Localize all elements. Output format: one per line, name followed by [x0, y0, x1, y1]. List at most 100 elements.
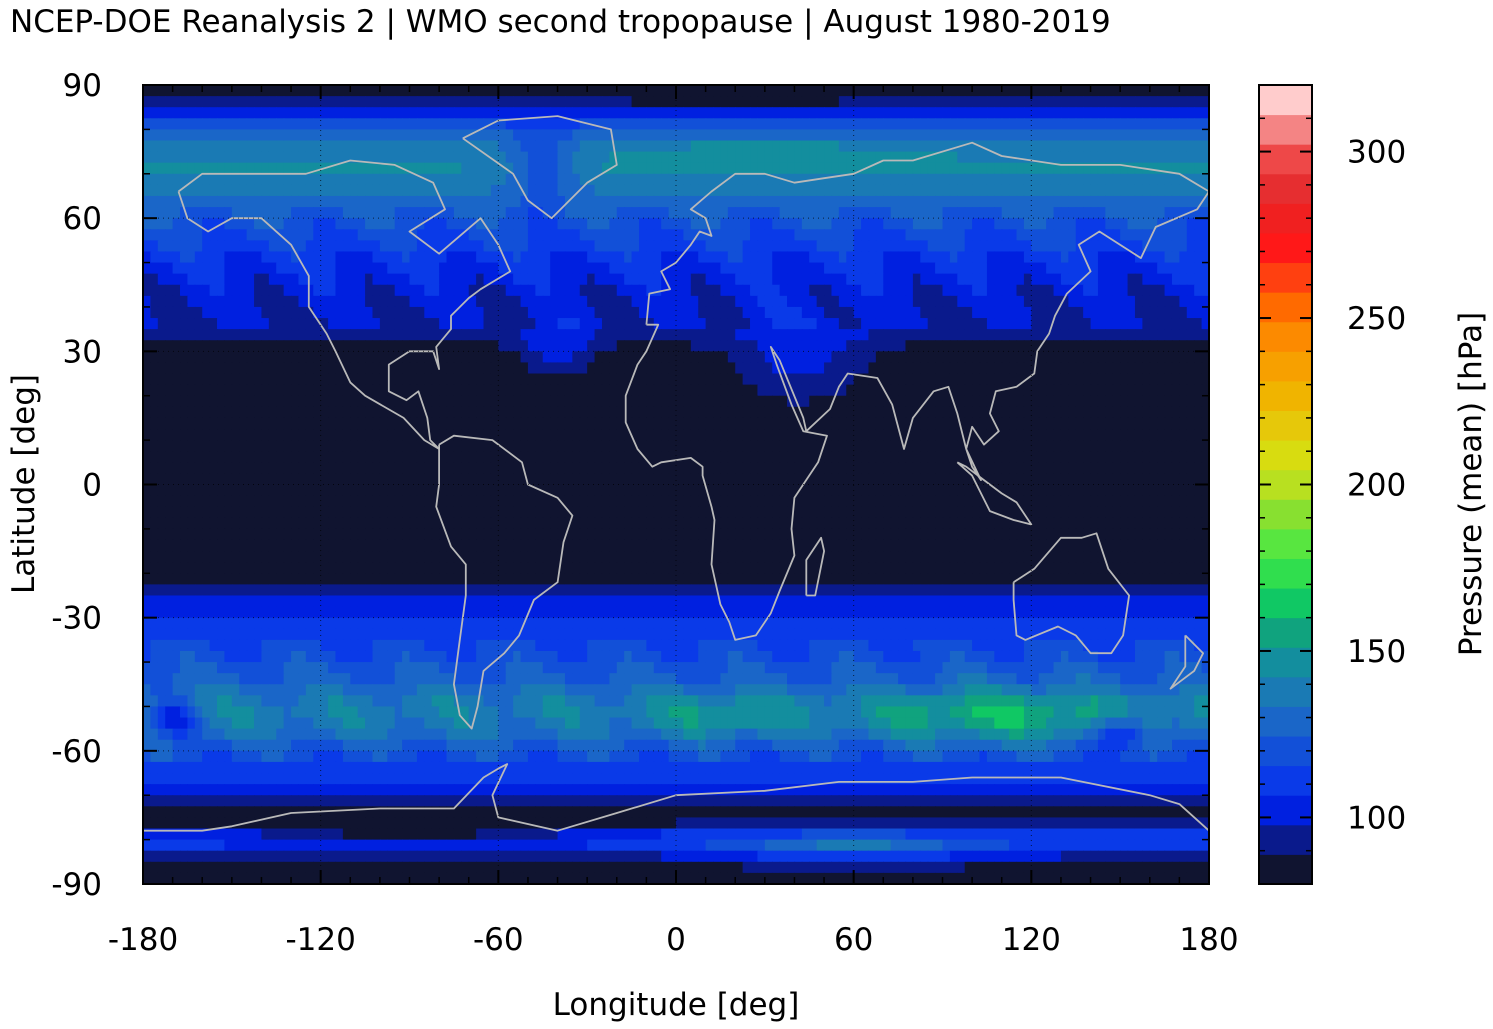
- heatmap-cell: [949, 162, 958, 175]
- heatmap-cell: [1075, 373, 1084, 386]
- heatmap-cell: [157, 373, 166, 386]
- heatmap-cell: [1142, 262, 1151, 275]
- heatmap-cell: [1009, 118, 1018, 130]
- heatmap-cell: [416, 284, 425, 297]
- heatmap-cell: [461, 262, 470, 275]
- heatmap-cell: [550, 229, 559, 241]
- heatmap-cell: [1075, 362, 1084, 375]
- heatmap-cell: [750, 218, 759, 230]
- heatmap-cell: [986, 351, 995, 364]
- heatmap-cell: [587, 140, 596, 153]
- heatmap-cell: [328, 96, 337, 108]
- heatmap-cell: [579, 440, 588, 452]
- heatmap-cell: [357, 218, 366, 230]
- heatmap-cell: [342, 96, 351, 108]
- heatmap-cell: [601, 195, 610, 208]
- heatmap-cell: [1053, 384, 1062, 397]
- heatmap-cell: [912, 251, 921, 264]
- heatmap-cell: [180, 162, 189, 175]
- heatmap-cell: [379, 306, 388, 319]
- heatmap-cell: [824, 273, 833, 286]
- heatmap-cell: [579, 373, 588, 386]
- heatmap-cell: [261, 262, 270, 275]
- heatmap-cell: [542, 340, 551, 352]
- heatmap-cell: [698, 240, 707, 253]
- heatmap-cell: [550, 373, 559, 386]
- heatmap-cell: [1097, 340, 1106, 352]
- heatmap-cell: [513, 273, 522, 286]
- heatmap-cell: [1068, 85, 1077, 97]
- heatmap-cell: [231, 273, 240, 286]
- heatmap-cell: [779, 306, 788, 319]
- heatmap-cell: [431, 451, 440, 463]
- heatmap-cell: [335, 140, 344, 153]
- heatmap-cell: [313, 395, 322, 408]
- heatmap-cell: [846, 384, 855, 397]
- heatmap-cell: [246, 351, 255, 364]
- heatmap-cell: [1164, 162, 1173, 175]
- heatmap-cell: [461, 140, 470, 153]
- heatmap-cell: [431, 295, 440, 308]
- heatmap-cell: [291, 96, 300, 108]
- heatmap-cell: [231, 262, 240, 275]
- heatmap-cell: [631, 351, 640, 364]
- heatmap-cell: [587, 395, 596, 408]
- heatmap-cell: [779, 451, 788, 463]
- heatmap-cell: [1009, 429, 1018, 441]
- heatmap-cell: [431, 107, 440, 119]
- heatmap-cell: [461, 85, 470, 97]
- heatmap-cell: [942, 351, 951, 364]
- heatmap-cell: [631, 218, 640, 230]
- heatmap-cell: [1038, 429, 1047, 441]
- heatmap-cell: [194, 395, 203, 408]
- heatmap-cell: [1149, 262, 1158, 275]
- heatmap-cell: [453, 451, 462, 463]
- heatmap-cell: [143, 306, 151, 319]
- heatmap-cell: [698, 440, 707, 452]
- heatmap-cell: [846, 140, 855, 153]
- heatmap-cell: [676, 384, 684, 397]
- heatmap-cell: [609, 384, 618, 397]
- heatmap-cell: [416, 340, 425, 352]
- heatmap-cells: [143, 85, 1210, 885]
- heatmap-cell: [846, 440, 855, 452]
- heatmap-cell: [646, 284, 655, 297]
- heatmap-cell: [446, 207, 455, 219]
- heatmap-cell: [690, 151, 699, 164]
- heatmap-cell: [690, 318, 699, 330]
- heatmap-cell: [690, 251, 699, 264]
- heatmap-cell: [638, 96, 647, 108]
- heatmap-cell: [453, 329, 462, 341]
- heatmap-cell: [853, 362, 862, 375]
- heatmap-cell: [476, 151, 485, 164]
- heatmap-cell: [424, 351, 433, 364]
- heatmap-cell: [276, 351, 285, 364]
- heatmap-cell: [750, 462, 759, 475]
- heatmap-cell: [350, 462, 359, 475]
- heatmap-cell: [1016, 440, 1025, 452]
- heatmap-cell: [927, 262, 936, 275]
- heatmap-cell: [402, 184, 411, 197]
- heatmap-cell: [498, 207, 507, 219]
- heatmap-cell: [224, 262, 233, 275]
- heatmap-cell: [520, 229, 529, 241]
- heatmap-cell: [513, 207, 522, 219]
- heatmap-cell: [676, 173, 684, 186]
- heatmap-cell: [1023, 351, 1032, 364]
- heatmap-cell: [661, 151, 670, 164]
- heatmap-cell: [328, 395, 337, 408]
- heatmap-cell: [224, 318, 233, 330]
- heatmap-cell: [350, 162, 359, 175]
- heatmap-cell: [261, 406, 270, 419]
- heatmap-cell: [787, 162, 796, 175]
- heatmap-cell: [949, 140, 958, 153]
- heatmap-cell: [683, 129, 692, 142]
- heatmap-cell: [461, 273, 470, 286]
- heatmap-cell: [298, 406, 307, 419]
- heatmap-cell: [542, 440, 551, 452]
- heatmap-cell: [1134, 318, 1143, 330]
- heatmap-cell: [313, 462, 322, 475]
- heatmap-cell: [1194, 251, 1203, 264]
- heatmap-cell: [794, 284, 803, 297]
- heatmap-cell: [1142, 251, 1151, 264]
